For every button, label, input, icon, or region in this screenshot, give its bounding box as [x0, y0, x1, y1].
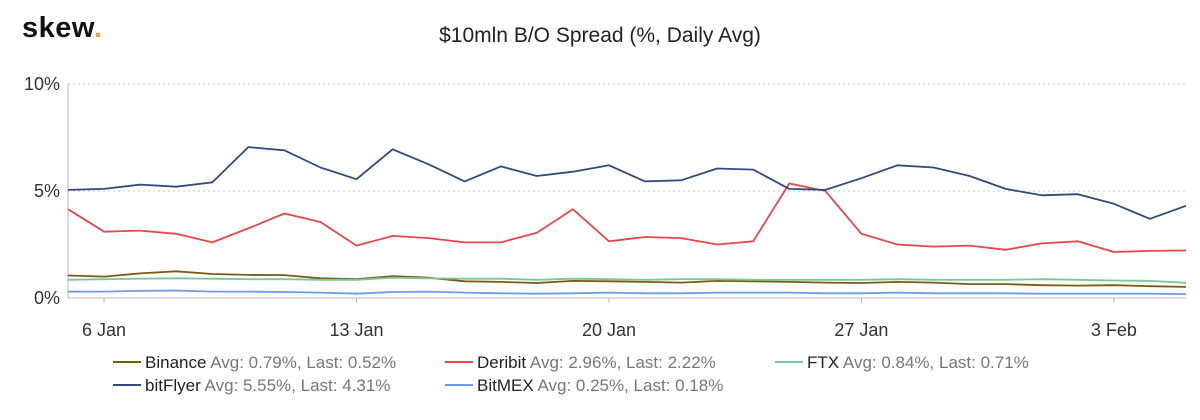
legend-entry-bitflyer: bitFlyer Avg: 5.55%, Last: 4.31%: [145, 376, 390, 395]
legend-series-name: FTX: [807, 353, 843, 372]
x-tick-label: 27 Jan: [834, 320, 888, 340]
x-tick-label: 20 Jan: [582, 320, 636, 340]
legend-series-stats: Avg: 0.79%, Last: 0.52%: [210, 353, 396, 372]
legend-entry-deribit: Deribit Avg: 2.96%, Last: 2.22%: [477, 353, 716, 372]
legend-series-stats: Avg: 2.96%, Last: 2.22%: [530, 353, 716, 372]
legend-entry-bitmex: BitMEX Avg: 0.25%, Last: 0.18%: [477, 376, 723, 395]
x-tick-label: 13 Jan: [329, 320, 383, 340]
series-line-deribit: [67, 182, 1187, 253]
legend-entry-binance: Binance Avg: 0.79%, Last: 0.52%: [145, 353, 396, 372]
brand-dot: .: [93, 12, 103, 44]
legend-series-stats: Avg: 0.84%, Last: 0.71%: [843, 353, 1029, 372]
series-line-bitflyer: [67, 146, 1187, 220]
series-line-ftx: [67, 276, 1187, 284]
series-line-binance: [67, 270, 1187, 288]
legend-series-name: BitMEX: [477, 376, 537, 395]
legend-series-name: Deribit: [477, 353, 530, 372]
x-tick-label: 6 Jan: [82, 320, 126, 340]
y-tick-label: 5%: [34, 181, 60, 201]
x-tick-label: 3 Feb: [1091, 320, 1137, 340]
brand-name: skew: [22, 12, 94, 44]
legend-entry-ftx: FTX Avg: 0.84%, Last: 0.71%: [807, 353, 1029, 372]
y-tick-label: 0%: [34, 288, 60, 308]
legend-series-stats: Avg: 5.55%, Last: 4.31%: [205, 376, 391, 395]
chart-title: $10mln B/O Spread (%, Daily Avg): [439, 24, 761, 47]
y-tick-label: 10%: [24, 74, 60, 94]
skew-logo: skew.: [22, 12, 102, 45]
series-line-bitmex: [68, 289, 1187, 295]
legend-series-name: Binance: [145, 353, 210, 372]
legend-series-stats: Avg: 0.25%, Last: 0.18%: [537, 376, 723, 395]
legend-series-name: bitFlyer: [145, 376, 205, 395]
